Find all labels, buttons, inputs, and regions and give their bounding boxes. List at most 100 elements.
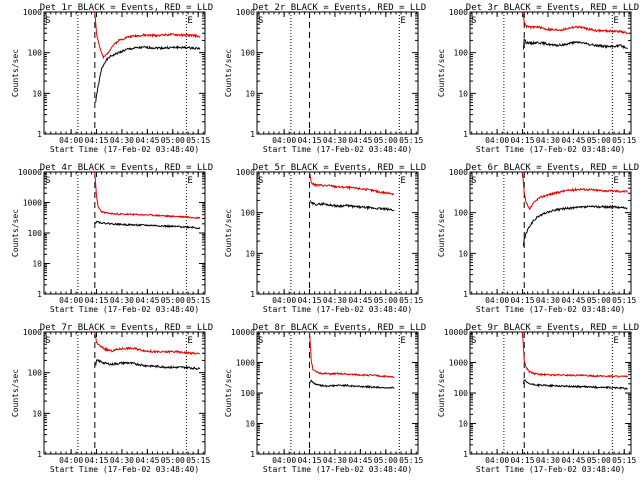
y-tick-label: 10 [458, 89, 468, 98]
events-series-line [522, 38, 628, 50]
events-series-line [309, 379, 395, 389]
x-tick-label: 04:45 [561, 456, 585, 465]
x-tick-label: 04:15 [297, 136, 321, 145]
panel-title: Det 2r BLACK = Events, RED = LLD [253, 3, 426, 13]
lld-series-line [94, 332, 200, 355]
x-tick-label: 04:00 [272, 136, 296, 145]
end-marker-label: E [187, 336, 192, 346]
y-tick-label: 1 [37, 290, 42, 299]
y-tick-label: 100 [454, 49, 469, 58]
start-marker-label: S [258, 16, 263, 26]
y-tick-label: 10 [32, 260, 42, 269]
lld-series-line [522, 172, 628, 211]
panel-det-7: Det 7r BLACK = Events, RED = LLD 1 10 100 10… [11, 323, 213, 474]
x-tick-label: 04:45 [561, 136, 585, 145]
x-tick-label: 05:15 [399, 456, 423, 465]
plot-frame [43, 11, 206, 135]
x-tick-label: 05:00 [587, 136, 611, 145]
x-tick-label: 05:00 [587, 296, 611, 305]
lld-series-line [309, 172, 395, 196]
x-tick-label: 05:15 [399, 136, 423, 145]
x-axis-label: Start Time (17-Feb-02 03:48:40) [50, 305, 199, 314]
x-tick-label: 04:15 [84, 136, 108, 145]
x-tick-label: 04:45 [348, 456, 372, 465]
x-tick-label: 04:00 [485, 136, 509, 145]
x-tick-label: 04:15 [297, 456, 321, 465]
y-tick-label: 1000 [23, 8, 42, 17]
x-tick-label: 04:00 [59, 456, 83, 465]
end-marker-label: E [187, 16, 192, 26]
panel-det-3: Det 3r BLACK = Events, RED = LLD 1 10 100 10… [437, 3, 639, 154]
x-tick-label: 04:30 [323, 136, 347, 145]
x-tick-label: 05:15 [186, 296, 210, 305]
panel-det-9: Det 9r BLACK = Events, RED = LLD 1 10 100 10… [437, 323, 639, 474]
x-tick-label: 04:45 [135, 296, 159, 305]
panel-title: Det 9r BLACK = Events, RED = LLD [466, 323, 639, 333]
y-axis-label: Counts/sec [224, 369, 233, 417]
panel-det-1: Det 1r BLACK = Events, RED = LLD 1 10 100 10… [11, 3, 213, 154]
y-tick-label: 1000 [23, 328, 42, 337]
x-tick-label: 05:00 [374, 456, 398, 465]
x-tick-label: 05:00 [161, 136, 185, 145]
y-axis-label: Counts/sec [11, 369, 20, 417]
x-tick-label: 04:30 [323, 456, 347, 465]
x-tick-label: 05:15 [186, 136, 210, 145]
panel-title: Det 7r BLACK = Events, RED = LLD [40, 323, 213, 333]
x-tick-label: 04:30 [110, 456, 134, 465]
panel-det-4: Det 4r BLACK = Events, RED = LLD 1 10 100 10… [11, 163, 213, 314]
panel-det-5: Det 5r BLACK = Events, RED = LLD 1 10 100 10… [224, 163, 426, 314]
plot-frame [469, 171, 632, 295]
y-tick-label: 1000 [449, 8, 468, 17]
lld-series-line [522, 332, 628, 378]
x-tick-label: 04:00 [272, 456, 296, 465]
x-tick-label: 04:45 [135, 456, 159, 465]
y-tick-label: 100 [28, 369, 43, 378]
x-tick-label: 04:30 [536, 296, 560, 305]
y-tick-label: 10 [458, 249, 468, 258]
y-tick-label: 1000 [236, 168, 255, 177]
x-tick-label: 04:45 [348, 296, 372, 305]
x-tick-label: 05:15 [612, 136, 636, 145]
panel-det-6: Det 6r BLACK = Events, RED = LLD 1 10 100 10… [437, 163, 639, 314]
panel-det-2: Det 2r BLACK = Events, RED = LLD 1 10 100 10… [224, 3, 426, 154]
x-tick-label: 04:15 [510, 296, 534, 305]
x-tick-label: 05:00 [587, 456, 611, 465]
y-tick-label: 1000 [236, 8, 255, 17]
x-tick-label: 04:30 [536, 456, 560, 465]
x-tick-label: 05:00 [161, 456, 185, 465]
plot-frame [469, 11, 632, 135]
y-tick-label: 10000 [231, 328, 255, 337]
x-tick-label: 04:30 [110, 136, 134, 145]
x-axis-label: Start Time (17-Feb-02 03:48:40) [263, 465, 412, 474]
x-tick-label: 04:15 [84, 296, 108, 305]
x-tick-label: 04:30 [536, 136, 560, 145]
start-marker-label: S [471, 176, 476, 186]
y-tick-label: 1000 [449, 359, 468, 368]
start-marker-label: S [258, 336, 263, 346]
x-axis-label: Start Time (17-Feb-02 03:48:40) [50, 465, 199, 474]
y-tick-label: 100 [454, 209, 469, 218]
plot-frame [43, 171, 206, 295]
y-tick-label: 1 [463, 450, 468, 459]
y-tick-label: 10000 [444, 328, 468, 337]
y-axis-label: Counts/sec [437, 49, 446, 97]
y-tick-label: 10 [32, 409, 42, 418]
x-tick-label: 04:00 [485, 456, 509, 465]
x-tick-label: 05:15 [612, 456, 636, 465]
y-tick-label: 100 [28, 229, 43, 238]
events-series-line [95, 45, 201, 103]
x-tick-label: 04:00 [272, 296, 296, 305]
y-tick-label: 1000 [449, 168, 468, 177]
x-tick-label: 04:45 [135, 136, 159, 145]
y-axis-label: Counts/sec [437, 209, 446, 257]
x-axis-label: Start Time (17-Feb-02 03:48:40) [50, 145, 199, 154]
x-tick-label: 05:15 [186, 456, 210, 465]
end-marker-label: E [613, 336, 618, 346]
panel-title: Det 6r BLACK = Events, RED = LLD [466, 163, 639, 173]
plot-frame [43, 331, 206, 455]
y-tick-label: 10000 [18, 168, 42, 177]
plot-frame [256, 171, 419, 295]
x-axis-label: Start Time (17-Feb-02 03:48:40) [476, 305, 625, 314]
y-tick-label: 1 [250, 450, 255, 459]
